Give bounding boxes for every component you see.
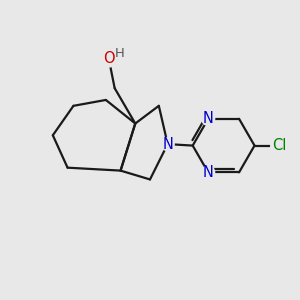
Text: H: H — [115, 47, 125, 60]
Text: O: O — [103, 51, 115, 66]
Circle shape — [102, 52, 115, 65]
Circle shape — [202, 166, 214, 179]
Circle shape — [161, 138, 174, 151]
Circle shape — [271, 137, 288, 154]
Text: N: N — [203, 165, 214, 180]
Text: N: N — [203, 111, 214, 126]
Circle shape — [202, 112, 214, 125]
Text: N: N — [162, 136, 173, 152]
Text: Cl: Cl — [272, 138, 287, 153]
Circle shape — [100, 50, 117, 67]
